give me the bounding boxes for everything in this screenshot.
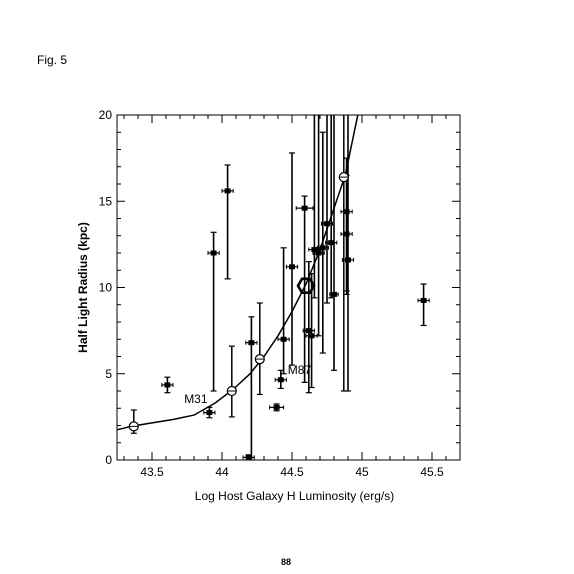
data-marker	[308, 333, 315, 339]
data-marker	[305, 328, 312, 334]
data-point	[221, 164, 234, 280]
data-point	[295, 195, 314, 383]
y-tick-label: 0	[105, 453, 112, 467]
circle-marker	[338, 115, 349, 392]
data-point	[203, 406, 216, 419]
data-marker	[273, 404, 280, 410]
model-markers-layer	[128, 115, 349, 434]
x-axis-label: Log Host Galaxy H Luminosity (erg/s)	[195, 489, 394, 503]
data-marker	[343, 231, 350, 237]
data-marker	[345, 257, 351, 263]
data-marker	[206, 410, 213, 416]
figure-label: Fig. 5	[37, 53, 68, 67]
data-point	[320, 115, 334, 304]
data-point	[417, 283, 430, 327]
data-marker	[280, 336, 287, 342]
data-marker	[277, 377, 284, 383]
x-tick-label: 45	[355, 465, 369, 479]
data-marker	[289, 264, 295, 270]
data-point	[269, 403, 285, 412]
tick-labels: 43.5 44 44.5 45 45.5 0 5 10 15 20	[99, 108, 444, 479]
plot-frame	[116, 114, 461, 461]
data-marker	[245, 454, 252, 460]
model-curve-layer	[116, 114, 359, 431]
data-marker	[164, 382, 171, 388]
data-point	[329, 115, 339, 371]
data-point	[302, 261, 315, 394]
data-marker	[319, 245, 326, 251]
data-points-layer	[161, 115, 430, 460]
circle-marker	[254, 302, 265, 396]
data-point	[285, 152, 299, 366]
data-marker	[224, 188, 231, 194]
data-point	[325, 115, 338, 299]
data-point	[277, 247, 290, 375]
data-point	[274, 369, 287, 390]
data-marker	[324, 221, 330, 227]
model-curve	[116, 114, 359, 431]
data-point	[245, 316, 258, 460]
circle-marker	[128, 409, 139, 434]
hexagon-marker	[296, 277, 316, 295]
data-marker	[315, 250, 322, 256]
data-marker	[210, 250, 217, 256]
y-tick-label: 10	[99, 281, 113, 295]
annotation-label: M87	[288, 363, 312, 377]
data-point	[161, 376, 174, 394]
page-number: 88	[281, 557, 292, 567]
data-point	[207, 231, 220, 392]
y-axis-label: Half Light Radius (kpc)	[76, 222, 90, 353]
x-tick-label: 45.5	[420, 465, 444, 479]
data-marker	[331, 291, 337, 297]
annotations: M31 M87	[184, 363, 311, 406]
data-point	[308, 115, 321, 299]
x-tick-label: 44	[215, 465, 229, 479]
data-marker	[328, 240, 335, 246]
data-marker	[248, 340, 255, 346]
y-tick-label: 20	[99, 108, 113, 122]
y-tick-label: 5	[105, 367, 112, 381]
circle-marker	[226, 345, 237, 418]
data-marker	[311, 247, 318, 253]
data-point	[242, 454, 255, 460]
annotation-label: M31	[184, 392, 208, 406]
data-marker	[420, 297, 427, 303]
axis-ticks	[117, 114, 461, 461]
y-tick-label: 15	[99, 194, 113, 208]
x-tick-label: 44.5	[280, 465, 304, 479]
data-point	[305, 273, 318, 389]
data-marker	[301, 205, 308, 211]
x-tick-label: 43.5	[140, 465, 164, 479]
